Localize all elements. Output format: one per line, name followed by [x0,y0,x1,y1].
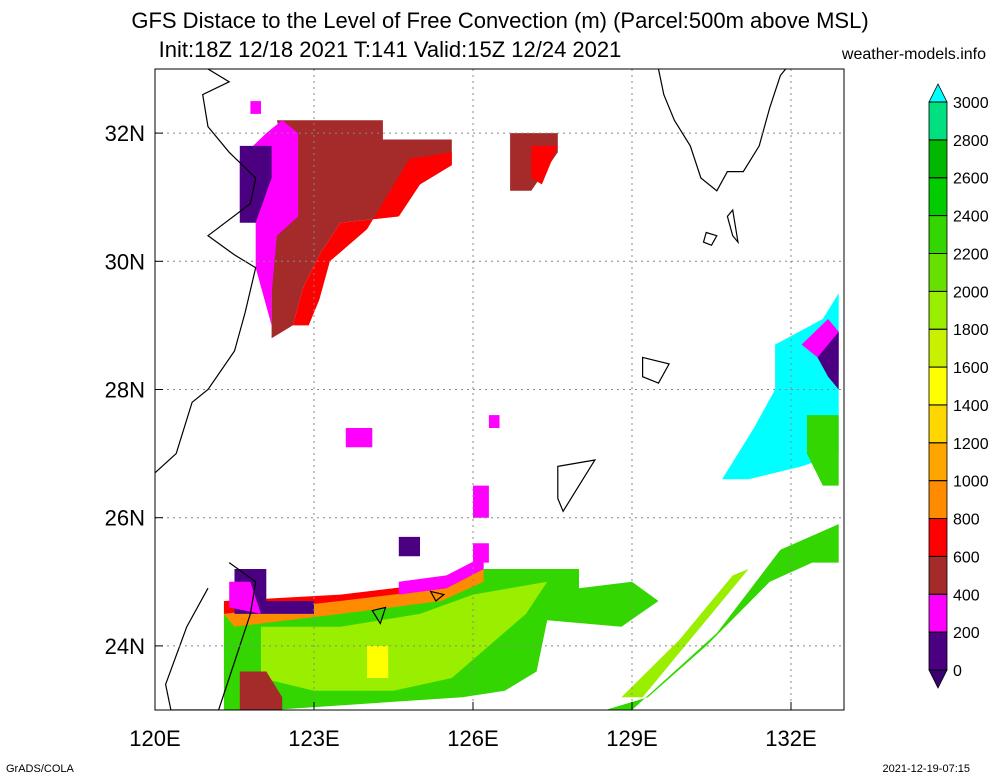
colorbar-swatch [928,139,948,179]
lat-tick-label: 28N [105,378,145,403]
colorbar-label: 3000 [953,95,989,112]
lon-tick-label: 132E [765,726,816,751]
lon-tick-label: 126E [447,726,498,751]
latitude-axis: 24N 26N 28N 30N 32N [105,121,163,659]
southeast-diagonal-green-shape [605,524,839,710]
scattered-indigo-1-shape [398,536,420,557]
amami-outline [641,356,671,384]
colorbar-swatch [928,101,948,141]
colorbar-under-arrow [928,669,948,689]
colorbar-swatch [928,631,948,671]
taiwan-coast-outline [164,562,257,710]
colorbar-label: 200 [953,625,980,642]
colorbar-swatch [928,556,948,595]
colorbar-label: 0 [953,663,962,680]
chart-subtitle: Init:18Z 12/18 2021 T:141 Valid:15Z 12/2… [158,37,622,62]
scattered-magenta-4-shape [250,101,261,114]
footer-timestamp: 2021-12-19-07:15 [882,763,970,775]
taiwan-magenta-shape [229,581,261,614]
lon-tick-label: 129E [606,726,657,751]
colorbar: 0 200 400 600 800 1000 1200 1400 1600 1800 2000 220… [928,83,989,689]
colorbar-swatch [928,593,948,633]
colorbar-label: 2400 [953,209,989,226]
lon-tick-label: 120E [129,726,180,751]
northwest-indigo-shape [239,145,272,223]
east-china-sea-red-patch-shape [531,145,558,185]
colorbar-label: 2200 [953,246,989,263]
colorbar-swatch [928,290,948,330]
colorbar-label: 1600 [953,360,989,377]
lat-tick-label: 32N [105,121,145,146]
okinawa-outline [557,459,597,513]
colorbar-swatch [928,215,948,254]
colorbar-label: 1400 [953,398,989,415]
south-brown-spot-shape [239,671,283,710]
scattered-magenta-2-shape [488,415,500,428]
lfc-field-layer [223,101,839,710]
scattered-magenta-5-shape [473,543,489,563]
southeast-lightgreen-shape [621,569,749,698]
far-east-indigo-shape [817,331,839,390]
miyako-outline [429,590,446,602]
lat-tick-label: 30N [105,249,145,274]
colorbar-label: 1000 [953,474,989,491]
site-credit[interactable]: weather-models.info [841,46,986,63]
south-magenta-edge-shape [398,556,484,595]
colorbar-label: 2600 [953,171,989,188]
colorbar-swatch [928,480,948,520]
colorbar-label: 1200 [953,436,989,453]
colorbar-label: 1800 [953,322,989,339]
lat-tick-label: 26N [105,506,145,531]
colorbar-label: 400 [953,587,980,604]
colorbar-label: 600 [953,549,980,566]
kyushu-coast-outline [657,69,787,192]
colorbar-swatch [928,366,948,406]
colorbar-swatch [928,328,948,368]
tanegashima-outline [726,208,739,245]
lat-tick-label: 24N [105,634,145,659]
coastline-layer [155,69,787,710]
footer-software: GrADS/COLA [6,763,74,775]
scattered-magenta-1-shape [345,428,373,448]
scattered-magenta-3-shape [473,485,489,518]
ishigaki-outline [371,606,387,625]
south-lightgreen-core-shape [261,581,548,691]
colorbar-swatch [928,404,948,444]
yakushima-outline [702,231,718,247]
colorbar-swatch [928,518,948,557]
china-coast-outline [155,69,257,474]
colorbar-swatch [928,442,948,482]
longitude-axis: 120E 123E 126E 129E 132E [129,702,817,751]
northwest-red-fringe-shape [292,152,452,326]
far-east-green-shape [806,415,839,486]
colorbar-label: 2000 [953,284,989,301]
colorbar-label: 800 [953,512,980,529]
colorbar-swatch [928,253,948,292]
south-yellow-spots-shape [367,645,389,678]
colorbar-swatch [928,177,948,216]
lon-tick-label: 123E [288,726,339,751]
colorbar-label: 2800 [953,133,989,150]
gridline-layer [155,69,844,710]
chart-title: GFS Distace to the Level of Free Convect… [131,8,869,33]
colorbar-over-arrow [928,83,948,103]
